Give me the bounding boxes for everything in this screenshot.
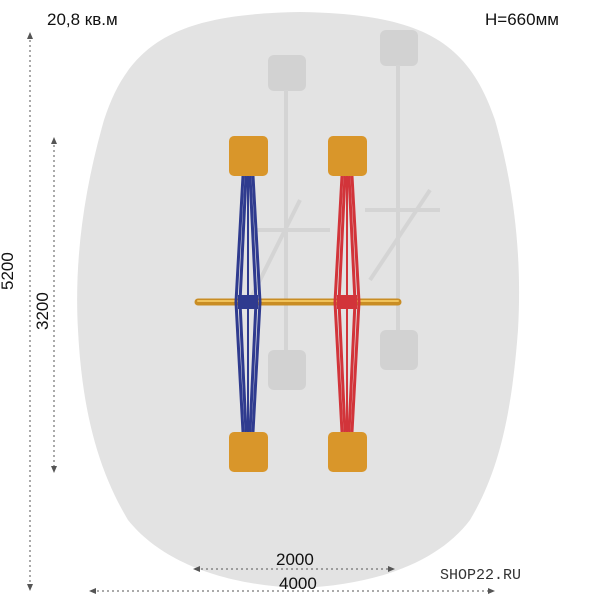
blue-arm-hub [238, 295, 258, 309]
overall-width-dimension: 4000 [279, 574, 317, 593]
overall-height-dimension: 5200 [0, 252, 17, 290]
equipment-width-dimension: 2000 [276, 550, 314, 569]
axle [194, 298, 402, 306]
red-arm-hub [337, 295, 357, 309]
height-label: H=660мм [485, 10, 559, 29]
dimension-lines [29, 35, 492, 592]
seat-bottom-right [328, 432, 367, 472]
seat-top-right [328, 136, 367, 176]
equipment-height-dimension: 3200 [33, 292, 52, 330]
seat-bottom-left [229, 432, 268, 472]
area-label: 20,8 кв.м [47, 10, 118, 29]
dimension-arrows [27, 32, 495, 594]
seat-top-left [229, 136, 268, 176]
watermark: SHOP22.RU [440, 567, 522, 584]
